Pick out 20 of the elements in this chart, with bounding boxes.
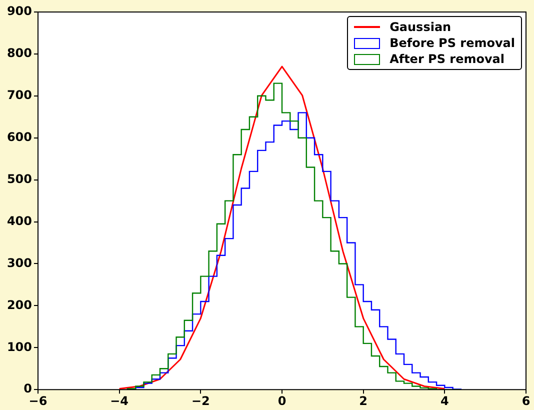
y-tick-label: 800 [6, 46, 32, 60]
legend-label: After PS removal [390, 51, 504, 67]
x-tick-label: 0 [278, 394, 286, 408]
y-tick-label: 200 [6, 298, 32, 312]
y-tick-label: 600 [6, 130, 32, 144]
x-tick-label: −4 [110, 394, 129, 408]
legend-label: Gaussian [390, 19, 452, 35]
x-tick-label: −6 [28, 394, 48, 408]
x-tick-label: 2 [359, 394, 368, 408]
x-tick-label: 6 [522, 394, 530, 408]
legend-label: Before PS removal [390, 35, 515, 51]
y-tick-label: 0 [24, 382, 32, 396]
y-tick-label: 300 [6, 256, 32, 270]
x-tick-label: −2 [191, 394, 210, 408]
y-tick-label: 100 [6, 340, 32, 354]
y-tick-label: 700 [6, 88, 32, 102]
y-tick-label: 900 [6, 4, 32, 18]
y-tick-label: 400 [6, 214, 32, 228]
x-tick-label: 4 [440, 394, 449, 408]
y-tick-label: 500 [6, 172, 32, 186]
